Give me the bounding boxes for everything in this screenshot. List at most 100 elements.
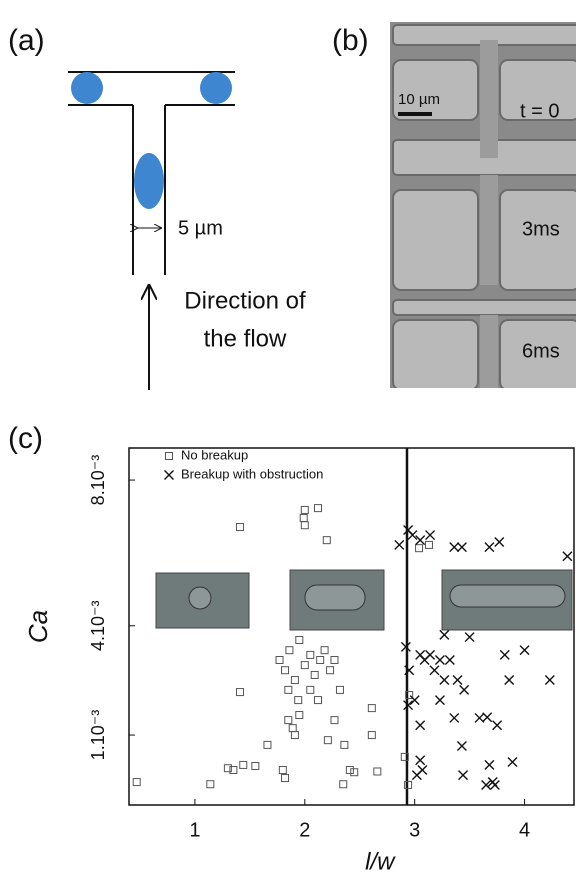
point-stroke [489, 779, 500, 790]
x-tick-label: 2 [299, 819, 310, 841]
point [405, 690, 414, 699]
point-stroke [394, 539, 405, 550]
point [411, 770, 422, 781]
point [394, 539, 405, 550]
point-stroke [425, 649, 436, 660]
point [464, 632, 475, 643]
point [330, 656, 339, 665]
y-axis-label: Ca [23, 610, 53, 643]
point [278, 766, 287, 775]
point [444, 655, 455, 666]
point [275, 656, 284, 665]
point [494, 536, 505, 547]
point [409, 695, 420, 706]
droplet [200, 72, 232, 104]
point-stroke [403, 524, 414, 535]
point-stroke [484, 542, 495, 553]
point-stroke [407, 530, 418, 541]
point [434, 695, 445, 706]
point [429, 665, 440, 676]
flow-label: Direction of [184, 287, 306, 314]
point [456, 740, 467, 751]
droplet [71, 72, 103, 104]
legend-label: Breakup with obstruction [181, 466, 323, 481]
point [425, 530, 436, 541]
channel [68, 71, 235, 275]
point-stroke [415, 535, 426, 546]
time-label: 6ms [522, 340, 560, 362]
y-tick-label: 4.10⁻³ [88, 601, 108, 652]
point [407, 530, 418, 541]
point-stroke [439, 629, 450, 640]
point [439, 675, 450, 686]
point [449, 712, 460, 723]
point-stroke [504, 675, 515, 686]
point [484, 759, 495, 770]
point-stroke [411, 770, 422, 781]
point [415, 720, 426, 731]
panel-label: (b) [332, 24, 369, 57]
point-stroke [492, 720, 503, 731]
point [456, 542, 467, 553]
point [424, 540, 433, 549]
point [339, 780, 348, 789]
point [316, 656, 325, 665]
plot: 1 2 3 4 1.10⁻³ 4.10⁻³ 8.10⁻³ l/w Ca No breakup Bre… [23, 447, 575, 875]
y-tick-label: 1.10⁻³ [88, 710, 108, 761]
point-stroke [458, 770, 469, 781]
legend: No breakup Breakup with obstruction [164, 447, 323, 481]
point [306, 685, 315, 694]
point [294, 696, 303, 705]
point-stroke [459, 684, 470, 695]
point [449, 542, 460, 553]
point [481, 779, 492, 790]
point [235, 523, 244, 532]
point [295, 711, 304, 720]
point [206, 780, 215, 789]
point-stroke [494, 536, 505, 547]
point-stroke [415, 649, 426, 660]
point-stroke [452, 675, 463, 686]
width-label: 5 µm [178, 217, 223, 239]
point-stroke [409, 695, 420, 706]
point [281, 774, 290, 783]
point [373, 767, 382, 776]
scale-label: 10 µm [398, 91, 440, 108]
point-stroke [481, 779, 492, 790]
point [290, 676, 299, 685]
point-stroke [499, 649, 510, 660]
point [284, 685, 293, 694]
point-stroke [456, 542, 467, 553]
point [400, 752, 409, 761]
point [434, 655, 445, 666]
point [452, 675, 463, 686]
point-stroke [449, 712, 460, 723]
legend-label: No breakup [181, 447, 248, 462]
panel-label: (a) [8, 24, 45, 57]
point [251, 762, 260, 771]
point [367, 731, 376, 740]
point [306, 650, 315, 659]
point-stroke [456, 740, 467, 751]
point [507, 757, 518, 768]
point-stroke [544, 675, 555, 686]
point [439, 629, 450, 640]
point [492, 720, 503, 731]
point-stroke [444, 655, 455, 666]
point [239, 760, 248, 769]
point [404, 780, 413, 789]
y-tick-label: 8.10⁻³ [88, 455, 108, 506]
point [350, 768, 359, 777]
point [290, 731, 299, 740]
point [367, 704, 376, 713]
droplet [134, 153, 164, 209]
point [335, 685, 344, 694]
point-stroke [415, 720, 426, 731]
point [288, 724, 297, 733]
point [519, 645, 530, 656]
point [229, 766, 238, 775]
point [415, 544, 424, 553]
point [165, 452, 173, 460]
point-stroke [449, 542, 460, 553]
x-axis-label: l/w [365, 848, 396, 875]
